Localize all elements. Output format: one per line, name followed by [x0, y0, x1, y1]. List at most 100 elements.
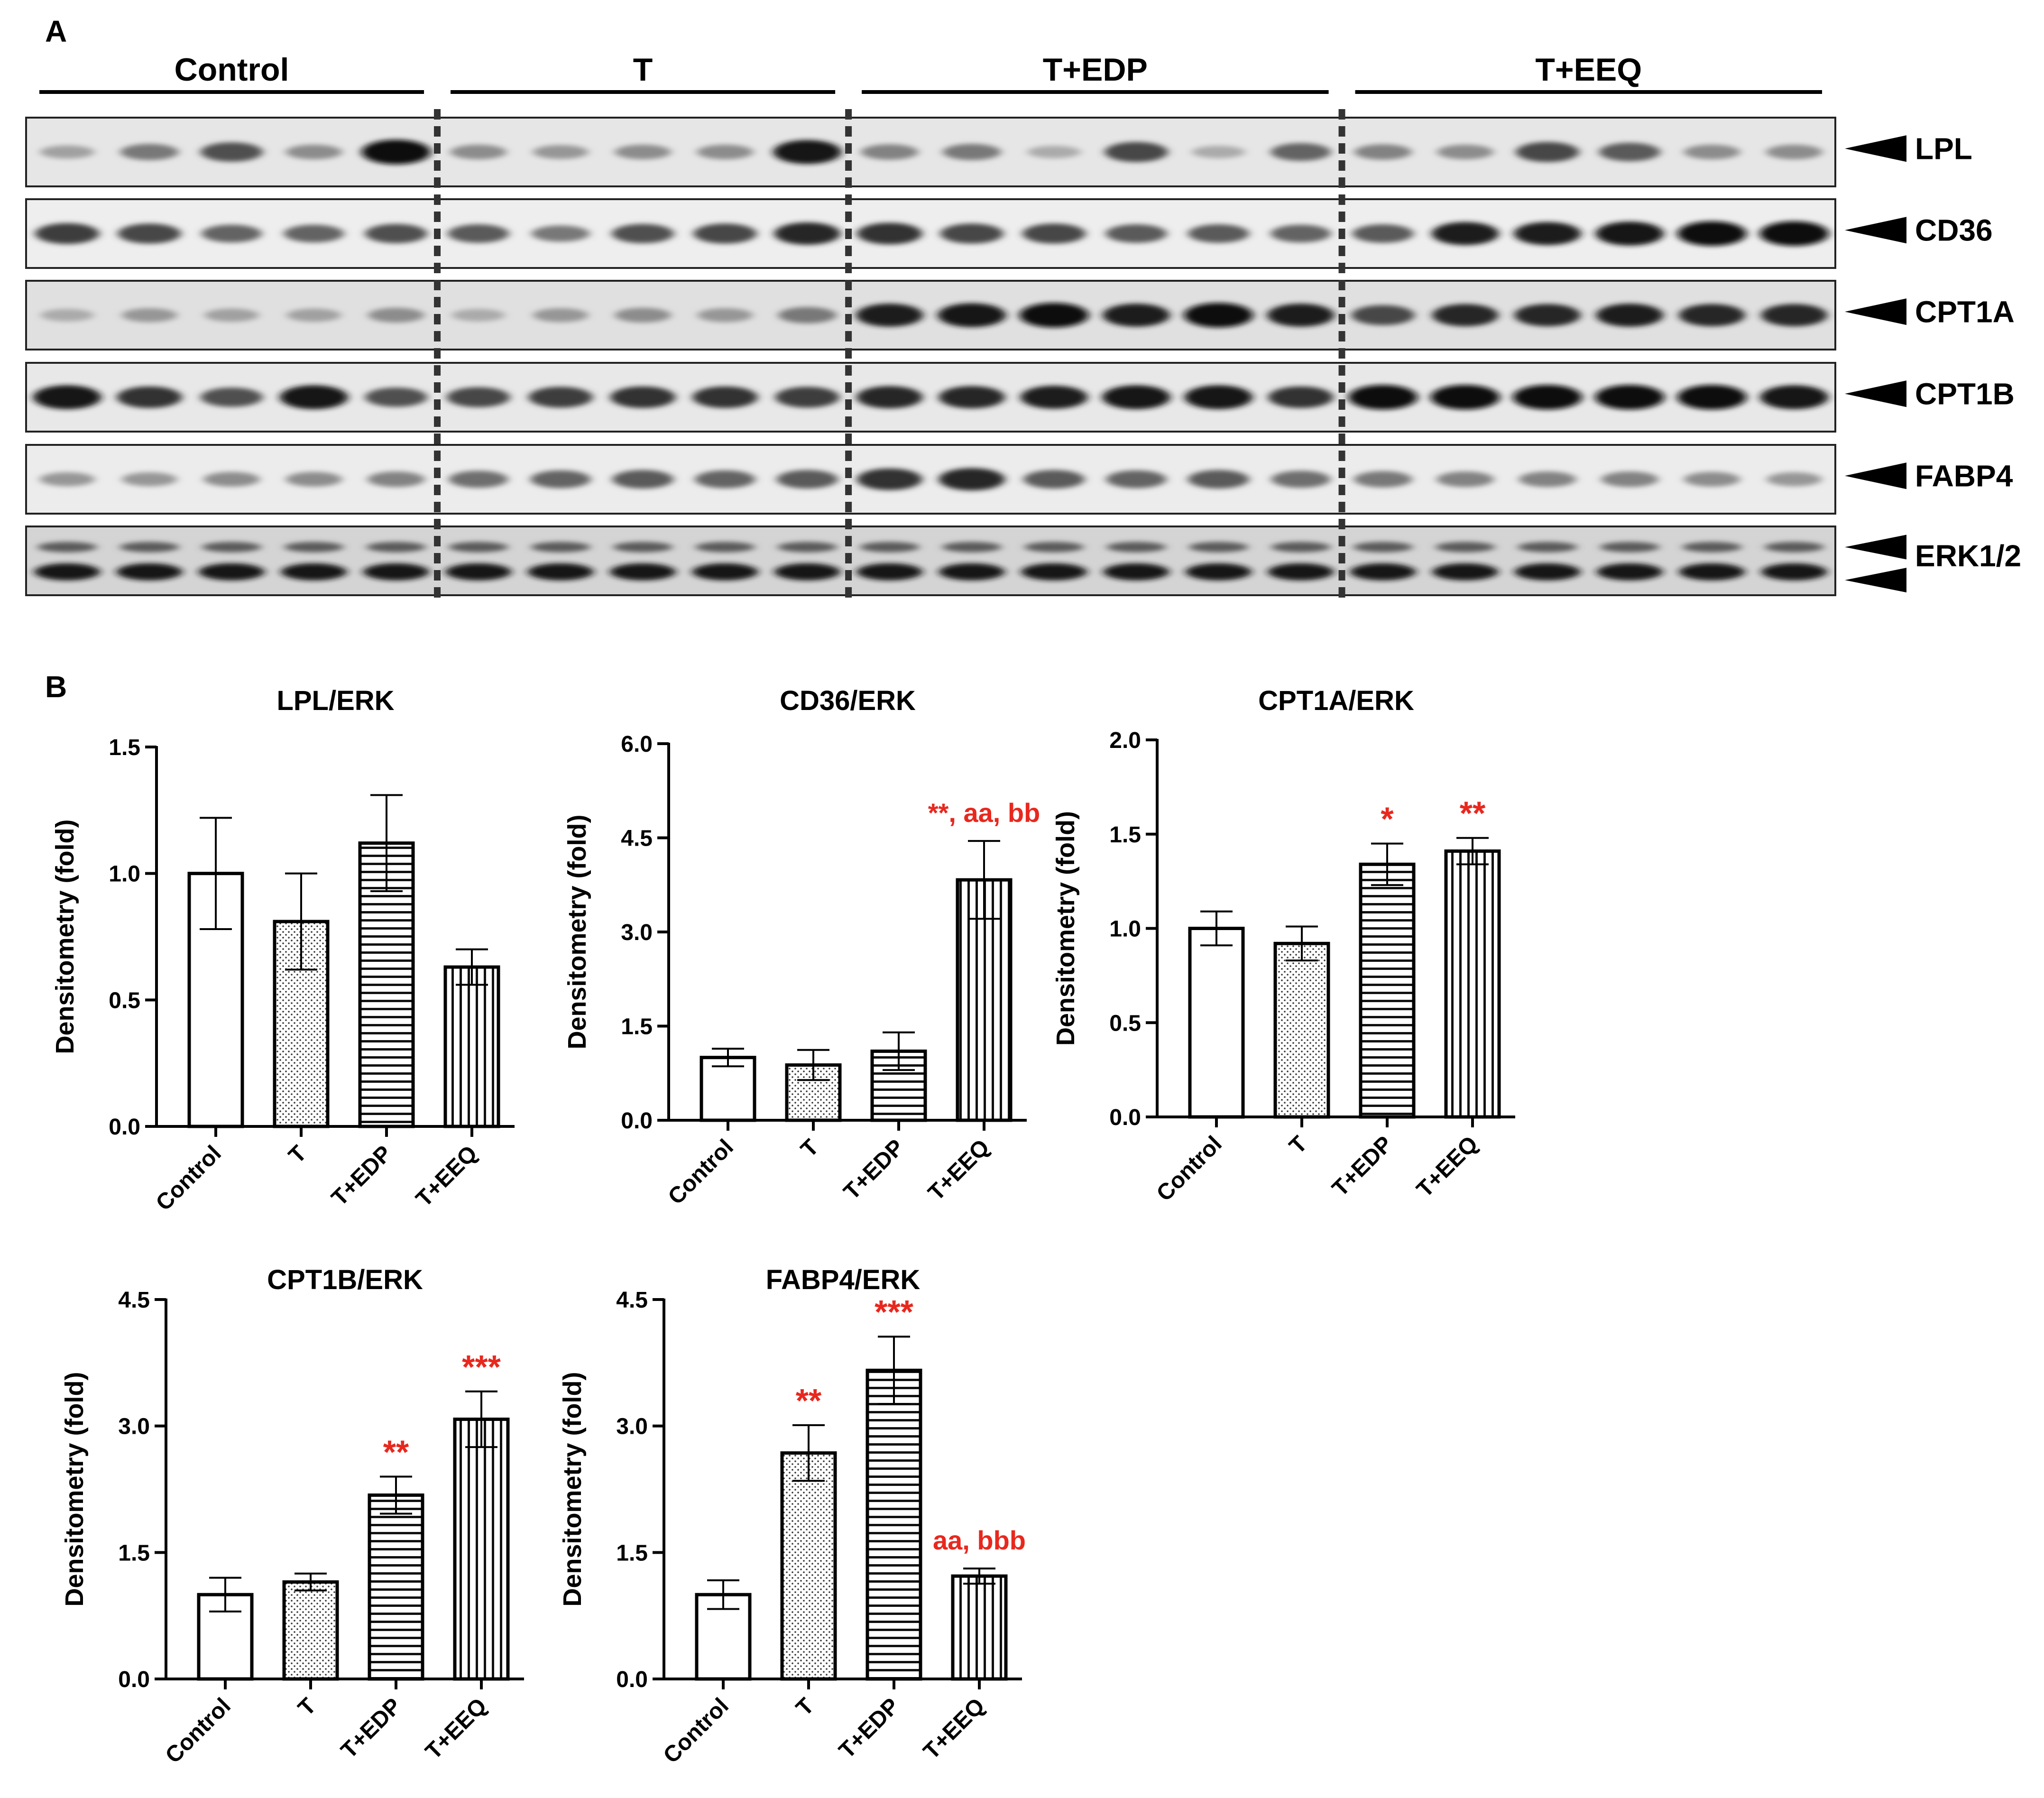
- blot-group-label: T+EDP: [1043, 52, 1148, 88]
- blot-band: [40, 145, 94, 159]
- blot-band: [204, 308, 259, 322]
- blot-band: [1106, 470, 1167, 489]
- blot-row: [25, 280, 1836, 350]
- blot-band: [1436, 542, 1495, 553]
- blot-band: [856, 304, 923, 327]
- blot-band: [202, 542, 261, 553]
- blot-band: [1353, 542, 1413, 553]
- blot-band: [1679, 304, 1745, 327]
- significance-label: **, aa, bb: [928, 798, 1040, 828]
- chart-title: CPT1B/ERK: [267, 1264, 423, 1295]
- bar-chart: CPT1B/ERK Densitometry (fold) 0.0 1.5 3.0 4.5…: [60, 1264, 524, 1768]
- y-tick-label: 2.0: [1109, 728, 1141, 753]
- blot-band: [612, 470, 674, 489]
- x-tick-label: Control: [151, 1141, 226, 1216]
- blot-band: [1430, 385, 1500, 410]
- blot-band: [1760, 385, 1829, 409]
- y-axis-label: Densitometry (fold): [51, 819, 79, 1054]
- blot-band: [1023, 470, 1085, 489]
- x-tick-label: T: [796, 1134, 824, 1162]
- blot-band: [1348, 385, 1418, 410]
- blot-band: [773, 140, 842, 164]
- x-tick-label: T+EDP: [327, 1141, 397, 1211]
- blot-band: [200, 142, 263, 162]
- blot-band: [533, 308, 589, 323]
- x-tick-label: Control: [1152, 1131, 1227, 1206]
- blot-band: [447, 387, 510, 407]
- blot-band: [697, 308, 753, 323]
- blot-band: [1186, 563, 1252, 581]
- blot-group-label: T: [633, 52, 653, 88]
- y-tick-label: 3.0: [616, 1414, 648, 1439]
- bar-chart: FABP4/ERK Densitometry (fold) 0.0 1.5 3.0 4.5…: [558, 1264, 1026, 1768]
- blot-band: [1105, 224, 1167, 243]
- densitometry-charts: LPL/ERK Densitometry (fold) 0.0 0.5 1.0 1.5 Co…: [51, 685, 1515, 1768]
- x-tick-label: T+EEQ: [421, 1693, 492, 1764]
- chart-title: LPL/ERK: [276, 685, 394, 716]
- blot-band: [281, 563, 347, 581]
- significance-label: **: [1460, 795, 1486, 832]
- bar: [453, 1417, 510, 1681]
- blot-band: [1764, 542, 1824, 553]
- blot-group-label: Control: [175, 52, 289, 88]
- significance-label: aa, bbb: [933, 1525, 1026, 1555]
- blot-row: [25, 198, 1836, 269]
- blot-band: [857, 468, 922, 490]
- bar: [1444, 849, 1501, 1119]
- blot-band: [1105, 142, 1168, 162]
- blot-band: [284, 224, 344, 243]
- blot-band: [1595, 221, 1664, 246]
- blot-band: [531, 542, 590, 553]
- blot-band: [615, 307, 671, 323]
- blot-band: [202, 224, 262, 243]
- bar: [780, 1451, 837, 1681]
- x-tick-label: T+EDP: [839, 1134, 909, 1205]
- blot-band: [1518, 542, 1577, 553]
- panel-a-label: A: [45, 14, 67, 48]
- blot-band: [1597, 563, 1663, 581]
- x-tick-label: Control: [663, 1134, 738, 1209]
- blot-band: [1271, 224, 1331, 243]
- blot-band: [1354, 144, 1412, 160]
- blot-group-label: T+EEQ: [1535, 52, 1642, 88]
- blot-band: [1601, 471, 1658, 487]
- blot-band: [942, 144, 1001, 160]
- blot-band: [1351, 305, 1415, 325]
- band-arrow-icon: [1845, 462, 1906, 489]
- blot-band: [856, 563, 923, 581]
- blot-band: [861, 144, 919, 160]
- western-blot-panel: Control T T+EDP T+EEQ LPL CD36 CPT1A CPT1B FABP4…: [25, 52, 2021, 602]
- blot-row-label: CD36: [1915, 213, 1993, 247]
- y-tick-label: 0.0: [621, 1108, 653, 1134]
- blot-band: [1679, 563, 1745, 581]
- blot-band: [939, 563, 1005, 581]
- blot-band: [445, 563, 512, 581]
- blot-band: [692, 563, 758, 581]
- blot-band: [1188, 470, 1249, 489]
- blot-band: [531, 225, 590, 242]
- blot-band: [527, 563, 594, 581]
- blot-row: [25, 117, 1836, 187]
- blot-band: [692, 386, 758, 408]
- y-tick-label: 4.5: [621, 826, 653, 851]
- blot-band: [121, 472, 177, 487]
- blot-band: [1268, 386, 1334, 408]
- significance-label: ***: [875, 1293, 913, 1330]
- blot-band: [860, 542, 920, 553]
- blot-band: [448, 224, 509, 243]
- y-tick-label: 0.0: [1109, 1105, 1141, 1130]
- blot-band: [1599, 142, 1660, 162]
- blot-group-bar: [39, 90, 424, 94]
- blot-band: [120, 144, 179, 160]
- blot-band: [116, 563, 183, 581]
- blot-band: [117, 386, 182, 408]
- x-tick-label: T: [284, 1141, 312, 1168]
- y-axis-label: Densitometry (fold): [563, 814, 591, 1049]
- blot-band: [1761, 304, 1828, 327]
- x-tick-label: T+EEQ: [919, 1693, 990, 1764]
- band-arrow-icon: [1845, 535, 1906, 560]
- blot-row-label: ERK1/2: [1915, 539, 2021, 573]
- band-arrow-icon: [1845, 568, 1906, 593]
- blot-band: [1184, 303, 1253, 328]
- x-tick-label: T: [294, 1693, 321, 1721]
